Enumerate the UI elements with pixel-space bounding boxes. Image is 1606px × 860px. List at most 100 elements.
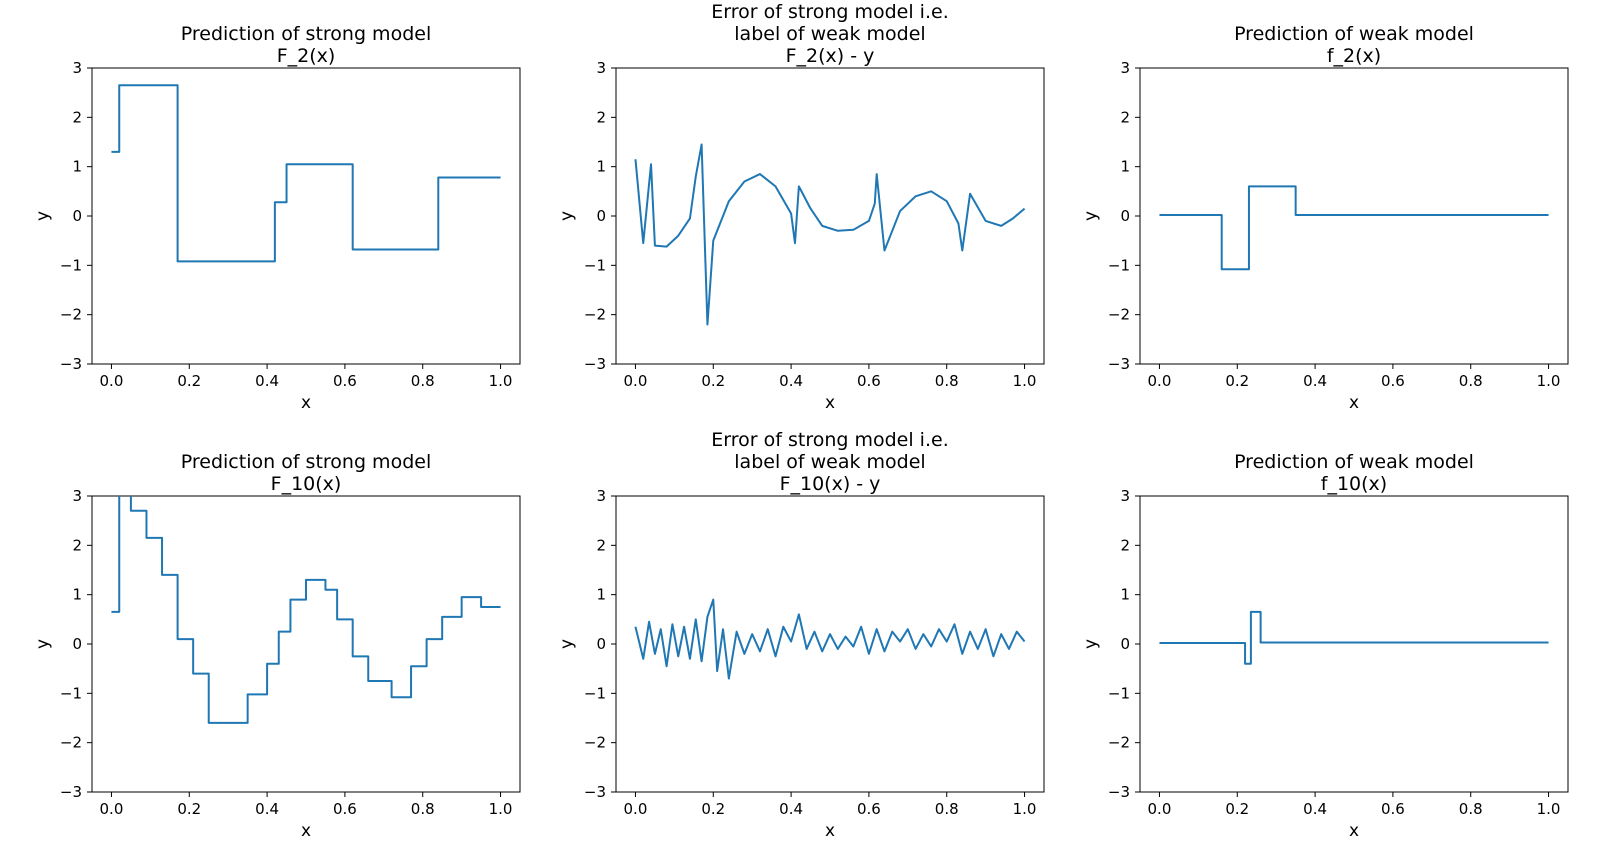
y-tick-label: 1 [596,158,606,176]
y-axis-label: y [33,639,53,649]
y-axis-label: y [1081,211,1101,221]
y-tick-label: 3 [1120,59,1130,77]
x-axis-label: x [825,393,835,413]
chart-title-line: f_10(x) [1321,473,1387,495]
x-tick-label: 0.2 [177,800,201,818]
chart-title-line: F_2(x) [277,45,336,67]
x-tick-label: 1.0 [489,372,513,390]
y-tick-label: 2 [596,108,606,126]
y-tick-label: −1 [584,256,606,274]
y-tick-label: −2 [1108,734,1130,752]
x-tick-label: 0.6 [333,372,357,390]
plot-frame [92,496,520,792]
x-tick-label: 0.0 [624,800,648,818]
y-tick-label: −1 [60,684,82,702]
chart-title-line: F_2(x) - y [786,45,875,67]
y-tick-label: 3 [1120,487,1130,505]
y-tick-label: 2 [72,108,82,126]
y-tick-label: −3 [584,355,606,373]
y-axis-label: y [1081,639,1101,649]
x-tick-label: 0.8 [935,372,959,390]
panel-error-F2: Error of strong model i.e.label of weak … [550,4,1056,422]
x-tick-label: 0.0 [100,372,124,390]
y-axis-label: y [557,211,577,221]
x-tick-label: 0.4 [255,800,279,818]
y-axis-label: y [557,639,577,649]
x-tick-label: 1.0 [1013,800,1037,818]
chart-svg: Prediction of weak modelf_2(x)0.00.20.40… [1074,4,1580,422]
y-tick-label: 0 [596,635,606,653]
y-tick-label: −2 [584,306,606,324]
chart-grid: Prediction of strong modelF_2(x)0.00.20.… [0,0,1606,860]
y-tick-label: −2 [60,734,82,752]
y-axis-label: y [33,211,53,221]
x-tick-label: 0.6 [857,372,881,390]
y-tick-label: −3 [60,783,82,801]
x-tick-label: 0.0 [100,800,124,818]
x-tick-label: 0.2 [1225,800,1249,818]
y-tick-label: 0 [72,635,82,653]
chart-svg: Prediction of strong modelF_10(x) 0.0 0.2 0… [26,432,532,850]
x-axis-label: x [1349,393,1359,413]
y-tick-label: 2 [1120,108,1130,126]
y-tick-label: 0 [1120,635,1130,653]
y-tick-label: −1 [1108,256,1130,274]
x-tick-label: 0.4 [255,372,279,390]
panel-strong-F10: Prediction of strong modelF_10(x) 0.0 0.2 0… [26,432,532,850]
x-tick-label: 0.4 [1303,800,1327,818]
y-tick-label: 1 [1120,586,1130,604]
chart-svg: Prediction of strong modelF_2(x)0.00.20.… [26,4,532,422]
x-tick-label: 0.4 [779,800,803,818]
y-tick-label: 1 [72,158,82,176]
y-tick-label: −3 [1108,355,1130,373]
x-tick-label: 0.6 [857,800,881,818]
data-series-line [1159,612,1548,664]
x-tick-label: 0.6 [1381,372,1405,390]
y-tick-label: −1 [1108,684,1130,702]
x-tick-label: 0.2 [1225,372,1249,390]
y-tick-label: 3 [596,487,606,505]
x-tick-label: 0.6 [333,800,357,818]
panel-strong-F2: Prediction of strong modelF_2(x)0.00.20.… [26,4,532,422]
y-tick-label: −2 [584,734,606,752]
chart-title-line: Prediction of strong model [181,23,431,45]
x-tick-label: 0.4 [1303,372,1327,390]
plot-frame [92,68,520,364]
y-tick-label: 3 [596,59,606,77]
chart-title-line: Error of strong model i.e. [711,4,948,23]
x-tick-label: 1.0 [489,800,513,818]
data-series-line [111,484,500,723]
data-series-line [635,600,1024,679]
x-tick-label: 0.6 [1381,800,1405,818]
x-tick-label: 0.8 [1459,800,1483,818]
y-tick-label: −1 [584,684,606,702]
x-tick-label: 0.8 [411,800,435,818]
chart-title-line: Prediction of weak model [1234,23,1474,45]
x-tick-label: 0.0 [1148,800,1172,818]
x-axis-label: x [1349,821,1359,841]
x-axis-label: x [301,821,311,841]
chart-title-line: Prediction of strong model [181,451,431,473]
y-tick-label: −3 [584,783,606,801]
y-tick-label: −3 [1108,783,1130,801]
data-series-line [635,144,1024,324]
y-tick-label: 2 [596,536,606,554]
chart-svg: Prediction of weak modelf_10(x) 0.0 0.2 0.4… [1074,432,1580,850]
x-axis-label: x [825,821,835,841]
y-tick-label: 1 [1120,158,1130,176]
x-tick-label: 1.0 [1013,372,1037,390]
chart-title-line: F_10(x) [271,473,342,495]
y-tick-label: 0 [596,207,606,225]
x-tick-label: 0.2 [701,800,725,818]
y-tick-label: 0 [1120,207,1130,225]
y-tick-label: 0 [72,207,82,225]
chart-title-line: Error of strong model i.e. [711,432,948,451]
data-series-line [1159,186,1548,269]
panel-weak-f2: Prediction of weak modelf_2(x)0.00.20.40… [1074,4,1580,422]
chart-svg: Error of strong model i.e.label of weak … [550,432,1056,850]
y-tick-label: −2 [60,306,82,324]
plot-frame [616,68,1044,364]
y-tick-label: 1 [596,586,606,604]
chart-title-line: Prediction of weak model [1234,451,1474,473]
y-tick-label: 2 [1120,536,1130,554]
